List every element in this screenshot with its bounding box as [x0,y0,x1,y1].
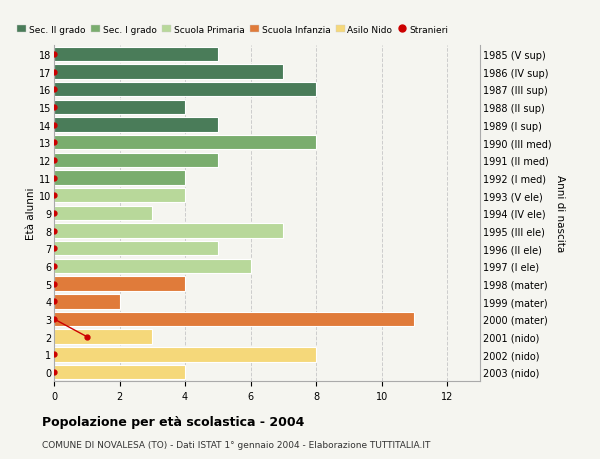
Bar [54,294,119,309]
Text: Popolazione per età scolastica - 2004: Popolazione per età scolastica - 2004 [42,415,304,428]
Y-axis label: Età alunni: Età alunni [26,187,36,240]
Bar [54,101,185,115]
Bar [54,65,283,79]
Bar [54,136,316,150]
Bar [54,83,316,97]
Bar [54,277,185,291]
Bar [54,47,218,62]
Bar [54,312,415,326]
Legend: Sec. II grado, Sec. I grado, Scuola Primaria, Scuola Infanzia, Asilo Nido, Stran: Sec. II grado, Sec. I grado, Scuola Prim… [14,22,452,38]
Bar [54,189,185,203]
Bar [54,224,283,238]
Text: COMUNE DI NOVALESA (TO) - Dati ISTAT 1° gennaio 2004 - Elaborazione TUTTITALIA.I: COMUNE DI NOVALESA (TO) - Dati ISTAT 1° … [42,440,430,449]
Bar [54,206,152,221]
Y-axis label: Anni di nascita: Anni di nascita [555,175,565,252]
Bar [54,241,218,256]
Bar [54,153,218,168]
Bar [54,347,316,362]
Bar [54,171,185,185]
Bar [54,118,218,133]
Bar [54,365,185,380]
Bar [54,330,152,344]
Bar [54,259,251,274]
